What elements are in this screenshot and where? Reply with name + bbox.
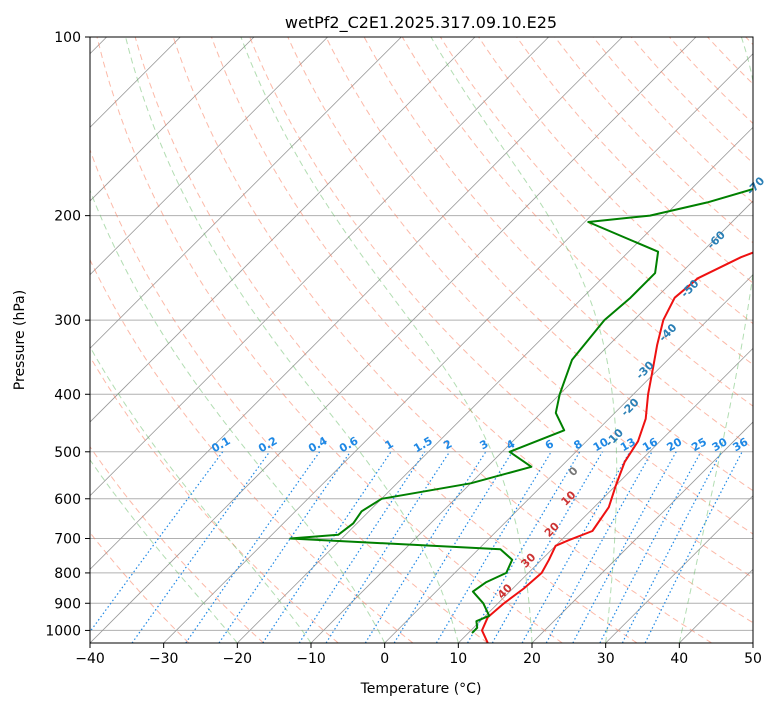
x-tick-label: −20 — [223, 651, 253, 667]
dry-adiabat-label: -60 — [705, 228, 728, 251]
dry-adiabat-label: -50 — [678, 277, 701, 300]
dry-adiabat-line — [211, 37, 753, 624]
dewpoint-line — [289, 188, 753, 634]
dry-adiabat-label: -20 — [618, 396, 641, 419]
isotherm-line — [90, 37, 255, 202]
x-tick-label: 50 — [744, 651, 762, 667]
y-tick-label: 200 — [54, 209, 81, 225]
x-tick-label: −10 — [296, 651, 326, 667]
moist-adiabat-line — [90, 345, 312, 643]
mixing-ratio-line — [572, 451, 677, 643]
dry-adiabat-line — [249, 37, 753, 579]
x-tick-label: 40 — [670, 651, 688, 667]
dry-adiabat-line — [90, 355, 339, 643]
isotherm-line — [531, 421, 753, 643]
dry-adiabat-line — [134, 37, 638, 643]
y-tick-label: 500 — [54, 445, 81, 461]
isotherm-line — [310, 200, 753, 643]
x-tick-label: 10 — [449, 651, 467, 667]
dry-adiabat-line — [478, 37, 753, 325]
dry-adiabat-label: 20 — [542, 519, 562, 539]
dry-adiabat-line — [592, 37, 753, 204]
mixing-ratio-label: 6 — [543, 437, 556, 452]
moist-adiabat-line — [678, 37, 753, 643]
x-tick-label: 0 — [380, 651, 389, 667]
isotherm-line — [90, 37, 697, 643]
dry-adiabat-label: 0 — [566, 464, 581, 479]
dry-adiabat-line — [707, 37, 753, 85]
mixing-ratio-line — [521, 451, 631, 643]
dry-adiabat-line — [745, 37, 753, 46]
isotherm-line — [90, 37, 402, 349]
x-tick-label: 20 — [523, 651, 541, 667]
y-tick-label: 600 — [54, 492, 81, 508]
isotherm-line — [752, 642, 753, 643]
y-tick-label: 700 — [54, 532, 81, 548]
dry-adiabat-line — [90, 148, 488, 643]
mixing-ratio-line — [298, 451, 426, 643]
dry-adiabat-line — [90, 531, 190, 643]
isotherm-line — [90, 37, 549, 497]
dry-adiabat-line — [172, 37, 712, 643]
mixing-ratio-line — [90, 451, 224, 633]
background-lines — [90, 37, 753, 643]
isotherm-line — [384, 274, 753, 643]
isotherm-line — [90, 37, 328, 276]
mixing-ratio-line — [185, 451, 321, 643]
moist-adiabat-line — [430, 37, 618, 643]
dry-adiabat-line — [287, 37, 753, 535]
axes: −40 −30 −20 −10 0 10 20 30 40 5010009008007006005… — [45, 30, 762, 667]
dry-adiabat-label: -80 — [772, 124, 775, 147]
y-tick-label: 400 — [54, 387, 81, 403]
mixing-ratio-line — [364, 451, 487, 643]
dry-adiabat-line — [669, 37, 753, 125]
dry-adiabat-line — [516, 37, 753, 284]
plot-frame — [89, 36, 754, 644]
x-tick-label: 30 — [597, 651, 615, 667]
mixing-ratio-label: 2 — [441, 437, 454, 452]
y-tick-label: 100 — [54, 30, 81, 46]
mixing-ratio-line — [644, 451, 743, 643]
mixing-ratio-line — [545, 451, 653, 643]
moist-adiabat-line — [90, 458, 238, 643]
x-tick-label: −40 — [75, 651, 105, 667]
mixing-ratio-line — [599, 451, 702, 643]
temperature-line — [481, 251, 753, 643]
isotherm-line — [605, 495, 753, 643]
moist-adiabat-line — [125, 37, 459, 643]
mixing-ratio-line — [325, 451, 451, 643]
dry-adiabat-label: 30 — [518, 550, 538, 570]
dry-adiabat-label: 10 — [559, 488, 579, 508]
dry-adiabat-line — [96, 37, 563, 643]
moist-adiabat-line — [240, 37, 533, 643]
dry-adiabat-line — [90, 445, 264, 643]
profile-lines — [289, 188, 753, 643]
moist-adiabat-line — [90, 189, 386, 643]
isotherm-line — [90, 37, 623, 570]
isotherm-line — [679, 568, 753, 643]
dry-adiabat-label: -70 — [744, 174, 767, 197]
line-labels: 0.10.20.40.611.52346810131620253036-100-… — [209, 124, 775, 602]
mixing-ratio-line — [218, 451, 351, 643]
isotherm-line — [458, 347, 753, 643]
isotherm-line — [237, 126, 753, 643]
dry-adiabat-line — [90, 258, 414, 643]
y-tick-label: 800 — [54, 566, 81, 582]
dry-adiabat-line — [325, 37, 753, 492]
x-tick-label: −30 — [149, 651, 179, 667]
mixing-ratio-line — [435, 451, 552, 643]
dry-adiabat-line — [439, 37, 753, 366]
dry-adiabat-label: -40 — [656, 321, 679, 344]
chart-title: wetPf2_C2E1.2025.317.09.10.E25 — [285, 13, 557, 33]
x-axis-label: Temperature (°C) — [360, 681, 482, 697]
mixing-ratio-line — [131, 451, 271, 643]
isotherm-line — [163, 53, 753, 643]
isotherm-line — [90, 37, 476, 423]
y-axis-label: Pressure (hPa) — [12, 290, 28, 390]
mixing-ratio-line — [262, 451, 392, 643]
y-tick-label: 900 — [54, 596, 81, 612]
y-tick-label: 300 — [54, 313, 81, 329]
y-tick-label: 1000 — [45, 623, 81, 639]
